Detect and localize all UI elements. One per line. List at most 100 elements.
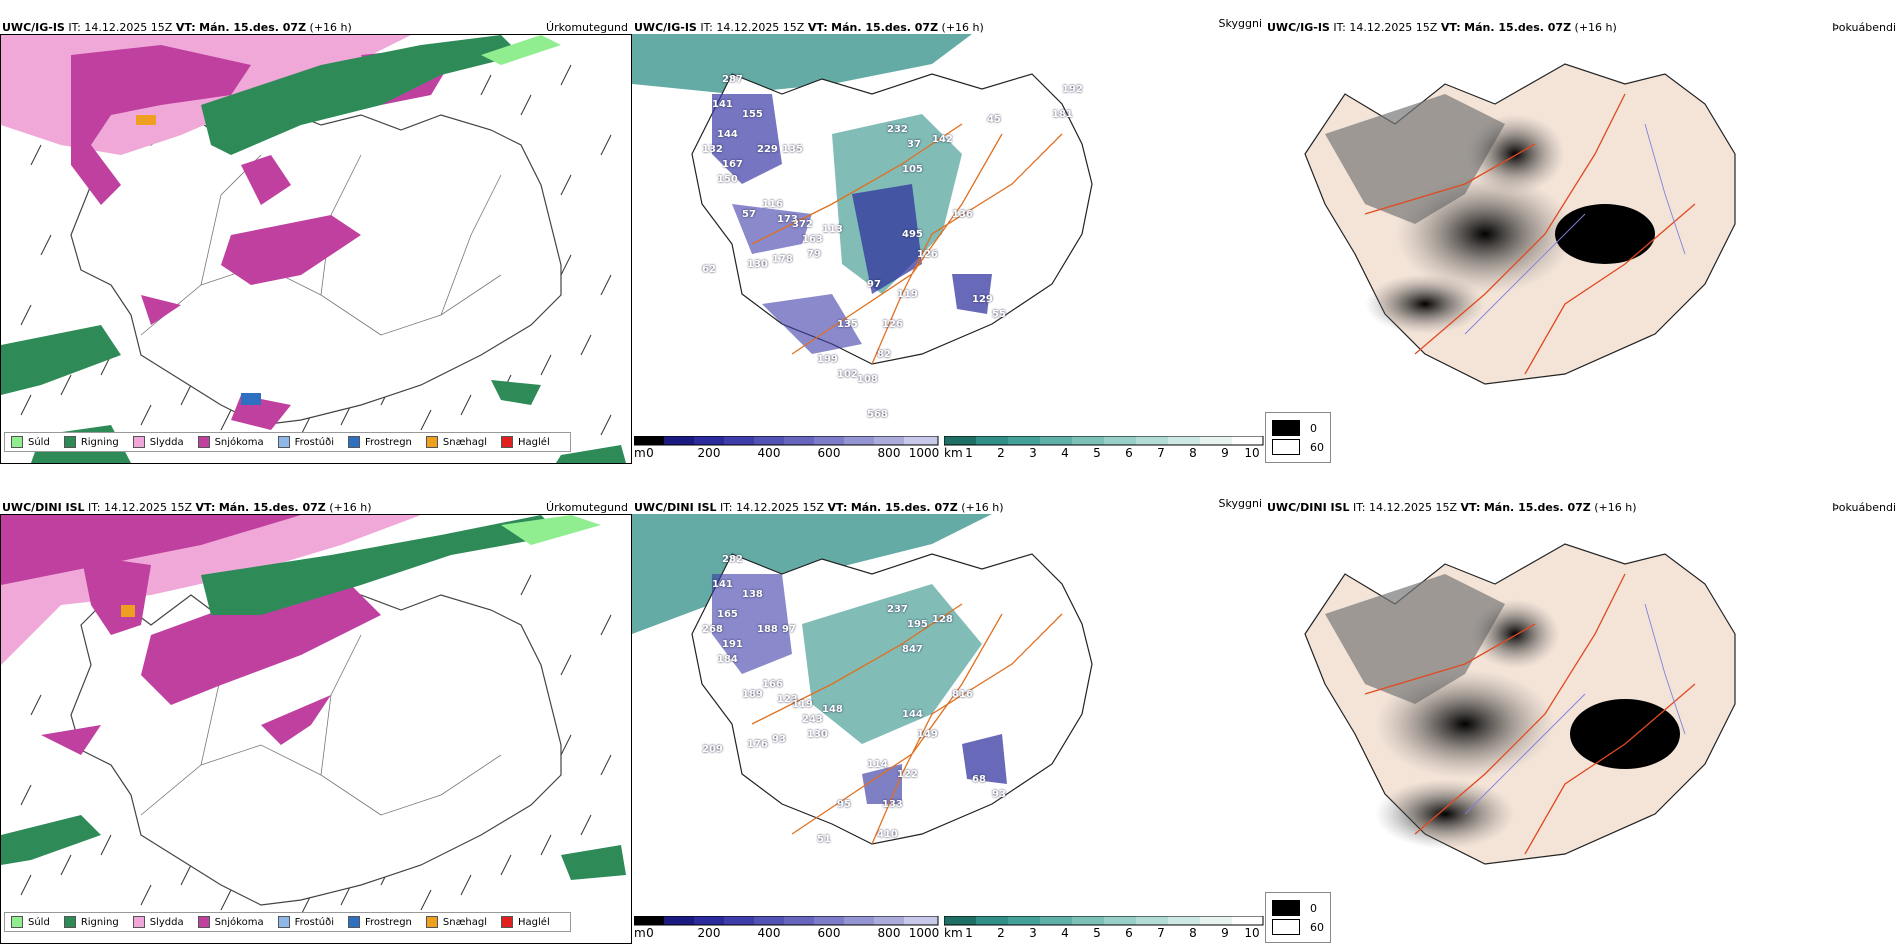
visibility-value-label: 136 [952, 209, 973, 220]
vt-value: Mán. 15.des. 07Z [199, 21, 307, 34]
panel-fog-bottom: UWC/DINI ISL IT: 14.12.2025 15Z VT: Mán.… [1265, 494, 1900, 944]
visibility-value-label: 133 [882, 799, 903, 810]
visibility-value-label: 141 [712, 579, 733, 590]
model-name: UWC/DINI ISL [2, 501, 85, 514]
legend-item-5: Frostregn [348, 436, 412, 448]
colorbar-m-strip [634, 436, 939, 446]
it-value: 14.12.2025 15Z [716, 21, 805, 34]
visibility-value-label: 816 [952, 689, 973, 700]
lead-time: (+16 h) [309, 21, 352, 34]
visibility-value-label: 150 [717, 174, 738, 185]
it-label: IT: [68, 21, 81, 34]
visibility-value-label: 93 [992, 789, 1006, 800]
visibility-value-label: 132 [702, 144, 723, 155]
legend-swatch [425, 916, 438, 928]
visibility-value-label: 116 [762, 199, 783, 210]
fog-swatch-white [1272, 919, 1300, 935]
it-label: IT: [88, 501, 101, 514]
model-name: UWC/IG-IS [1267, 21, 1330, 34]
legend-swatch [63, 436, 76, 448]
lead-time: (+16 h) [1594, 501, 1637, 514]
vt-value: Mán. 15.des. 07Z [218, 501, 326, 514]
legend-swatch [63, 916, 76, 928]
lead-time: (+16 h) [941, 21, 984, 34]
visibility-value-label: 102 [837, 369, 858, 380]
fog-legend-low: 0 [1272, 420, 1324, 436]
visibility-value-label: 148 [822, 704, 843, 715]
legend-swatch [197, 436, 210, 448]
visibility-value-label: 229 [757, 144, 778, 155]
it-label: IT: [700, 21, 713, 34]
panel-header: UWC/DINI ISL IT: 14.12.2025 15Z VT: Mán.… [1267, 501, 1637, 515]
visibility-value-label: 268 [702, 624, 723, 635]
fog-legend-high: 60 [1272, 439, 1324, 455]
colorbar-m-unit: m [634, 926, 646, 940]
panel-precip-type-bottom: UWC/DINI ISL IT: 14.12.2025 15Z VT: Mán.… [0, 494, 632, 944]
visibility-labels: 287 141 155 144 132 167 229 135 150 116 57 173 372 16… [632, 34, 1232, 434]
fog-swatch-white [1272, 439, 1300, 455]
visibility-value-label: 192 [1062, 84, 1083, 95]
fog-map [1265, 514, 1900, 914]
legend-item-1: Rigning [63, 916, 119, 928]
visibility-value-label: 93 [772, 734, 786, 745]
visibility-value-label: 195 [907, 619, 928, 630]
visibility-value-label: 176 [747, 739, 768, 750]
visibility-value-label: 209 [702, 744, 723, 755]
it-label: IT: [720, 501, 733, 514]
visibility-value-label: 97 [867, 279, 881, 290]
model-name: UWC/IG-IS [2, 21, 65, 34]
visibility-value-label: 568 [867, 409, 888, 420]
it-value: 14.12.2025 15Z [736, 501, 825, 514]
legend-swatch [348, 916, 360, 928]
visibility-value-label: 105 [902, 164, 923, 175]
visibility-value-label: 232 [887, 124, 908, 135]
legend-item-5: Frostregn [348, 916, 412, 928]
visibility-value-label: 282 [722, 554, 743, 565]
visibility-value-label: 189 [742, 689, 763, 700]
legend-swatch [11, 916, 23, 928]
visibility-value-label: 173 [777, 214, 798, 225]
precip-map [0, 514, 632, 944]
precip-map [0, 34, 632, 464]
it-value: 14.12.2025 15Z [1369, 501, 1458, 514]
vt-label: VT: [807, 21, 828, 34]
visibility-value-label: 129 [972, 294, 993, 305]
colorbar-m-unit: m [634, 446, 646, 460]
panel-visibility-bottom: UWC/DINI ISL IT: 14.12.2025 15Z VT: Mán.… [632, 494, 1264, 944]
visibility-value-label: 141 [712, 99, 733, 110]
fog-swatch-black [1272, 900, 1300, 916]
visibility-value-label: 188 [757, 624, 778, 635]
panel-title: Þokuábendi [1832, 501, 1896, 514]
panel-header: UWC/DINI ISL IT: 14.12.2025 15Z VT: Mán.… [634, 501, 1004, 515]
visibility-value-label: 51 [817, 834, 831, 845]
visibility-value-label: 135 [837, 319, 858, 330]
colorbar-km-strip [944, 916, 1264, 926]
legend-swatch [132, 916, 145, 928]
colorbar-km-strip [944, 436, 1264, 446]
legend-item-7: Haglél [501, 916, 550, 928]
visibility-value-label: 68 [972, 774, 986, 785]
legend-item-7: Haglél [501, 436, 550, 448]
visibility-colorbar-m: m 0 200 400 600 800 1000 [634, 436, 939, 462]
vt-label: VT: [1440, 21, 1461, 34]
visibility-colorbar-m: m 0 200 400 600 800 1000 [634, 916, 939, 942]
legend-item-6: Snæhagl [425, 916, 487, 928]
it-label: IT: [1353, 501, 1366, 514]
legend-item-3: Snjókoma [197, 436, 264, 448]
vt-value: Mán. 15.des. 07Z [850, 501, 958, 514]
visibility-value-label: 155 [742, 109, 763, 120]
visibility-value-label: 82 [877, 349, 891, 360]
visibility-value-label: 57 [742, 209, 756, 220]
vt-value: Mán. 15.des. 07Z [1483, 501, 1591, 514]
vt-label: VT: [195, 501, 216, 514]
visibility-map [632, 34, 1232, 434]
visibility-value-label: 287 [722, 74, 743, 85]
visibility-value-label: 37 [907, 139, 921, 150]
visibility-value-label: 97 [782, 624, 796, 635]
panel-header: UWC/IG-IS IT: 14.12.2025 15Z VT: Mán. 15… [634, 21, 984, 35]
visibility-colorbar-km: km 1 2 3 4 5 6 7 8 9 10 [944, 436, 1264, 462]
colorbar-km-unit: km [944, 926, 963, 940]
fog-legend-top: 0 60 [1265, 412, 1331, 463]
fog-map [1265, 34, 1900, 434]
visibility-value-label: 128 [932, 614, 953, 625]
